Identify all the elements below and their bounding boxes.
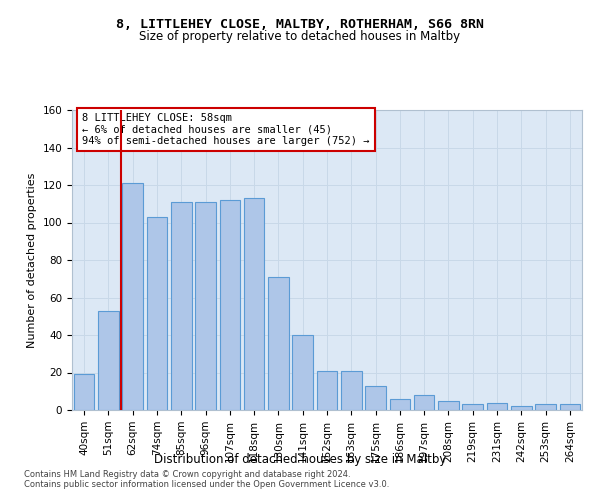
Bar [414,395,434,410]
Text: Contains public sector information licensed under the Open Government Licence v3: Contains public sector information licen… [24,480,389,489]
Bar [341,370,362,410]
Bar [463,404,483,410]
Bar [317,370,337,410]
Bar [146,217,167,410]
Bar [122,183,143,410]
Bar [98,310,119,410]
Text: Contains HM Land Registry data © Crown copyright and database right 2024.: Contains HM Land Registry data © Crown c… [24,470,350,479]
Bar [365,386,386,410]
Bar [389,399,410,410]
Y-axis label: Number of detached properties: Number of detached properties [27,172,37,348]
Bar [195,202,216,410]
Text: Size of property relative to detached houses in Maltby: Size of property relative to detached ho… [139,30,461,43]
Bar [560,404,580,410]
Bar [220,200,240,410]
Text: 8, LITTLEHEY CLOSE, MALTBY, ROTHERHAM, S66 8RN: 8, LITTLEHEY CLOSE, MALTBY, ROTHERHAM, S… [116,18,484,30]
Bar [511,406,532,410]
Bar [535,404,556,410]
Bar [487,402,508,410]
Text: Distribution of detached houses by size in Maltby: Distribution of detached houses by size … [154,452,446,466]
Bar [292,335,313,410]
Bar [171,202,191,410]
Text: 8 LITTLEHEY CLOSE: 58sqm
← 6% of detached houses are smaller (45)
94% of semi-de: 8 LITTLEHEY CLOSE: 58sqm ← 6% of detache… [82,113,370,146]
Bar [244,198,265,410]
Bar [74,374,94,410]
Bar [268,277,289,410]
Bar [438,400,459,410]
